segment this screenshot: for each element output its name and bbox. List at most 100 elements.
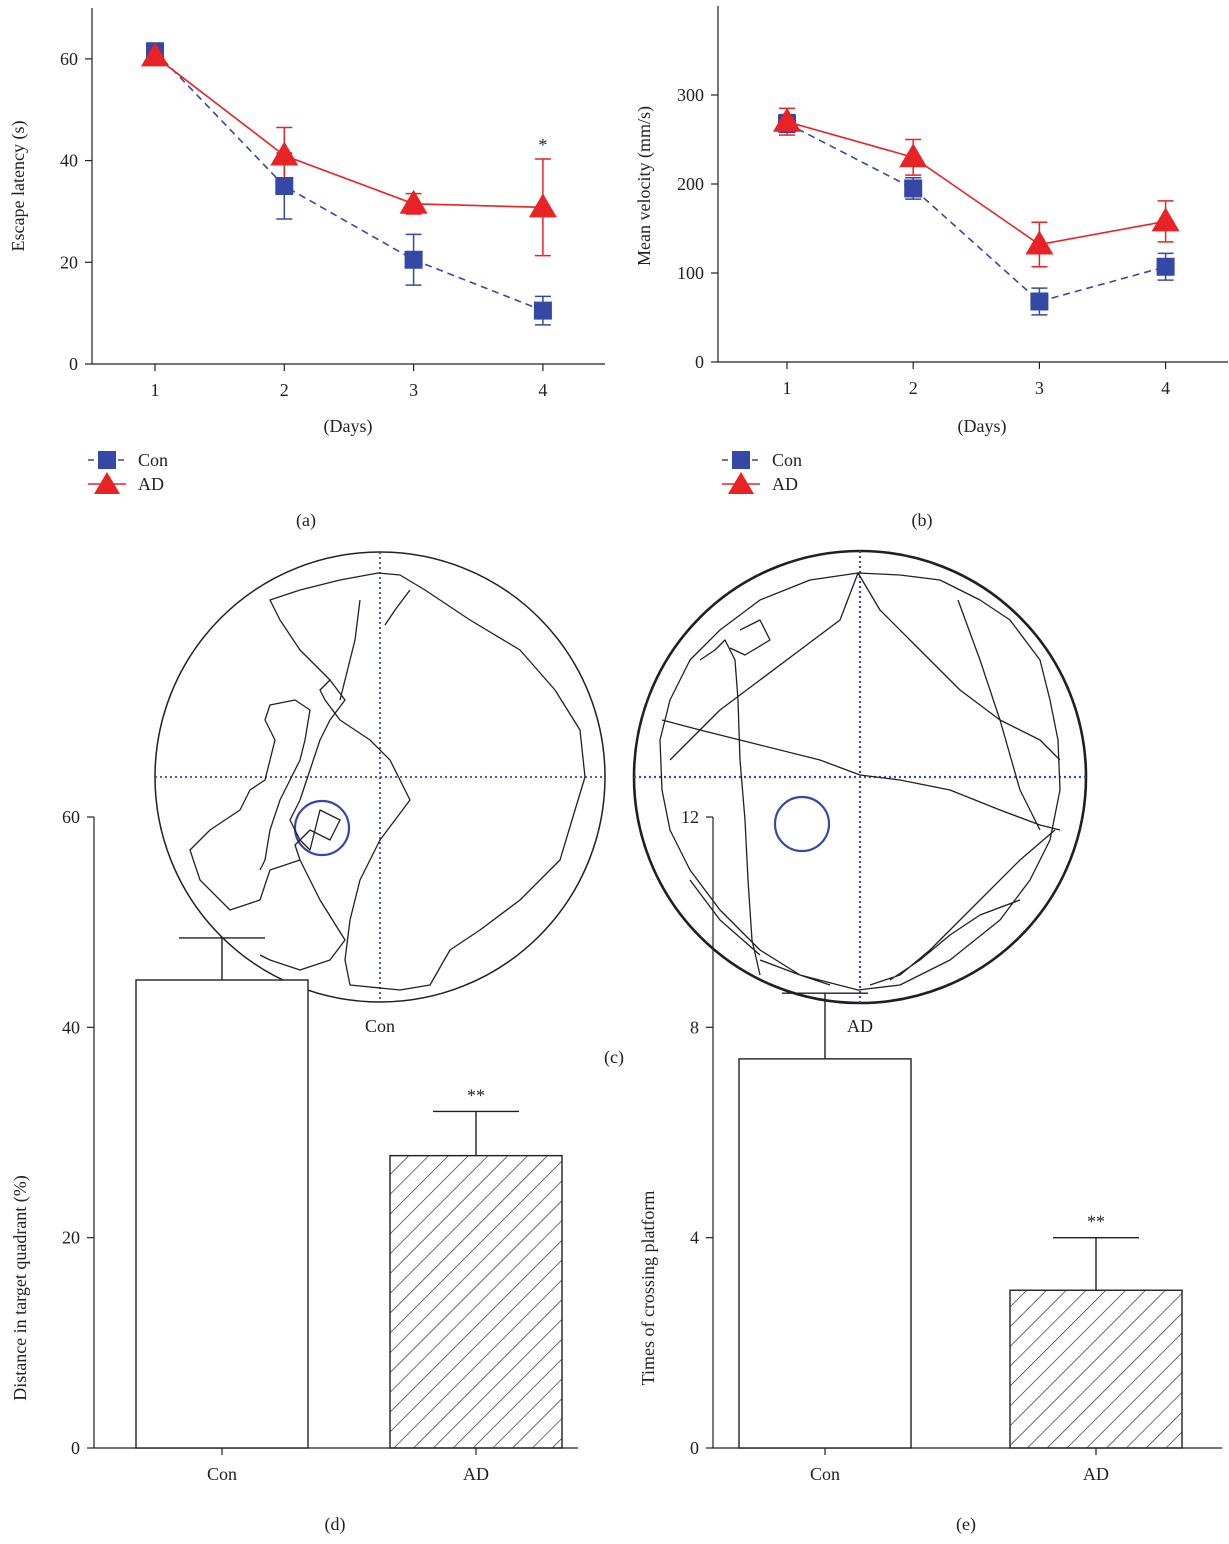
data-point-ad — [399, 189, 428, 214]
y-tick-label: 12 — [681, 807, 699, 827]
data-point-con — [533, 301, 552, 320]
x-tick-label: 4 — [538, 380, 547, 400]
bar-ad — [389, 1154, 563, 1449]
y-tick-label: 40 — [62, 1017, 80, 1037]
series-line-ad — [154, 55, 543, 209]
x-tick-label: 4 — [1161, 378, 1170, 398]
y-tick-label: 0 — [71, 1438, 80, 1458]
legend: Con AD — [722, 450, 802, 494]
swim-path — [659, 572, 1061, 991]
platform-circle — [773, 795, 831, 853]
y-tick-label: 60 — [60, 49, 78, 69]
x-tick-label: AD — [1083, 1464, 1109, 1484]
data-point-con — [275, 177, 294, 195]
data-point-ad — [1151, 207, 1180, 232]
series-line-con — [154, 50, 544, 312]
y-tick-label: 8 — [690, 1017, 699, 1037]
y-tick-label: 20 — [62, 1228, 80, 1248]
x-axis: 1 2 3 4 — [92, 363, 605, 400]
legend-item-con: Con — [722, 450, 802, 470]
series-line-ad — [786, 120, 1166, 246]
panel-label-c: (c) — [604, 1047, 624, 1068]
data-point-con — [1030, 292, 1049, 311]
chart-e: 0 4 8 12 Con AD Times of crossing platform *… — [638, 807, 1222, 1535]
legend-label: AD — [772, 474, 798, 494]
bar-con — [738, 1058, 912, 1449]
x-axis: Con AD — [94, 1447, 578, 1484]
y-tick-label: 60 — [62, 807, 80, 827]
y-tick-label: 40 — [60, 151, 78, 171]
legend-item-con: Con — [88, 450, 168, 470]
chart-a: 0 20 40 60 1 2 3 4 Escape latency (s) (Days) *… — [8, 8, 605, 531]
x-tick-label: 2 — [909, 378, 918, 398]
panel-label-e: (e) — [956, 1514, 976, 1535]
y-tick-label: 0 — [690, 1438, 699, 1458]
data-point-con — [1156, 257, 1175, 276]
panel-label-a: (a) — [296, 510, 316, 531]
triangle-marker-icon — [94, 472, 120, 494]
x-tick-label: 3 — [409, 380, 418, 400]
data-point-con — [404, 250, 423, 269]
plot-area: ** — [738, 992, 1183, 1449]
significance-label: ** — [467, 1085, 485, 1105]
y-axis-label: Mean velocity (mm/s) — [634, 106, 655, 266]
y-tick-label: 0 — [69, 354, 78, 374]
y-axis-label: Times of crossing platform — [638, 1191, 658, 1386]
legend-item-ad: AD — [88, 472, 164, 494]
y-tick-label: 0 — [695, 352, 704, 372]
y-tick-label: 100 — [677, 263, 704, 283]
legend: Con AD — [88, 450, 168, 494]
square-marker-icon — [732, 451, 750, 469]
y-axis-label: Escape latency (s) — [8, 121, 29, 252]
x-tick-label: Con — [810, 1464, 840, 1484]
y-axis: 0 100 200 300 — [677, 6, 719, 372]
data-point-ad — [899, 143, 928, 168]
legend-label: AD — [138, 474, 164, 494]
plot-area — [773, 107, 1180, 316]
y-tick-label: 20 — [60, 252, 78, 272]
chart-b: 0 100 200 300 1 2 3 4 Mean velocity (mm/s) (Da… — [634, 6, 1228, 531]
x-tick-label: 1 — [783, 378, 792, 398]
y-tick-label: 200 — [677, 174, 704, 194]
series-line-con — [786, 122, 1166, 303]
x-tick-label: Con — [207, 1464, 237, 1484]
significance-label: ** — [1087, 1212, 1105, 1232]
data-point-con — [904, 179, 923, 198]
data-point-ad — [270, 141, 299, 166]
y-axis: 0 20 40 60 — [60, 8, 93, 374]
track-label: AD — [847, 1016, 873, 1036]
x-tick-label: 2 — [280, 380, 289, 400]
data-point-ad — [1025, 230, 1054, 255]
square-marker-icon — [98, 451, 116, 469]
y-tick-label: 300 — [677, 85, 704, 105]
x-tick-label: 1 — [151, 380, 160, 400]
plot-area: * — [141, 42, 557, 326]
data-point-ad — [773, 107, 801, 132]
x-axis: 1 2 3 4 — [718, 361, 1228, 398]
chart-d: 0 20 40 60 Con AD Distance in target quadran… — [10, 807, 578, 1535]
x-axis-label: (Days) — [958, 416, 1007, 437]
y-axis: 0 20 40 60 — [62, 807, 95, 1458]
swim-path — [189, 572, 586, 991]
y-axis-label: Distance in target quadrant (%) — [10, 1175, 31, 1401]
x-axis-label: (Days) — [324, 416, 373, 437]
plot-area: ** — [135, 937, 563, 1449]
platform-circle — [293, 799, 351, 857]
panel-label-d: (d) — [325, 1514, 346, 1535]
y-tick-label: 4 — [690, 1228, 699, 1248]
track-panel-con: Con — [154, 551, 606, 1036]
legend-label: Con — [772, 450, 802, 470]
panel-label-b: (b) — [912, 510, 933, 531]
bar-con — [135, 979, 309, 1449]
track-panel-ad: AD — [632, 549, 1088, 1036]
data-point-ad — [528, 193, 557, 218]
triangle-marker-icon — [728, 472, 754, 494]
y-axis: 0 4 8 12 — [681, 807, 714, 1458]
x-tick-label: 3 — [1035, 378, 1044, 398]
track-label: Con — [365, 1016, 395, 1036]
significance-label: * — [538, 135, 547, 155]
bar-ad — [1009, 1289, 1183, 1449]
legend-item-ad: AD — [722, 472, 798, 494]
legend-label: Con — [138, 450, 168, 470]
